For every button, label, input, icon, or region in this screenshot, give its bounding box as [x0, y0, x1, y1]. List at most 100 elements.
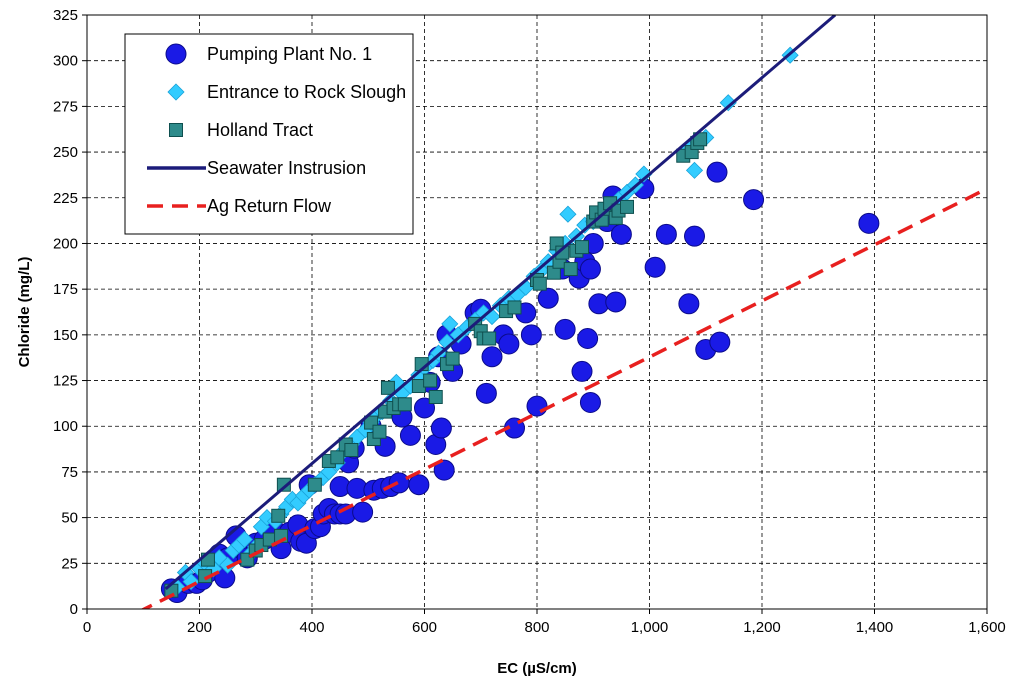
x-tick-label: 1,400 — [856, 619, 894, 636]
data-point-square — [428, 389, 443, 404]
data-point-square — [330, 450, 345, 465]
y-tick-label: 200 — [53, 235, 78, 252]
legend-item: Entrance to Rock Slough — [167, 82, 406, 102]
y-tick-label: 75 — [61, 464, 78, 481]
data-point-square — [344, 442, 359, 457]
trend-line — [164, 15, 837, 591]
y-tick-label: 275 — [53, 98, 78, 115]
data-point-diamond — [685, 161, 704, 179]
legend-item: Pumping Plant No. 1 — [165, 43, 372, 65]
data-point-circle — [498, 333, 520, 355]
x-tick-label: 600 — [412, 619, 437, 636]
legend-label: Holland Tract — [207, 120, 313, 140]
data-point-circle — [571, 360, 593, 382]
data-point-circle — [554, 318, 576, 340]
data-point-diamond — [235, 530, 254, 549]
data-point-circle — [610, 223, 632, 245]
x-tick-label: 400 — [299, 619, 324, 636]
legend-label: Ag Return Flow — [207, 196, 332, 216]
data-point-circle — [709, 331, 731, 353]
y-tick-label: 150 — [53, 327, 78, 344]
data-point-circle — [644, 256, 666, 278]
data-point-circle — [743, 189, 765, 211]
plot-frame — [86, 14, 988, 610]
data-point-square — [372, 424, 387, 439]
legend: Pumping Plant No. 1 Entrance to Rock Slou… — [124, 33, 414, 235]
x-tick-label: 200 — [187, 619, 212, 636]
data-point-circle — [577, 328, 599, 350]
y-tick-label: 175 — [53, 281, 78, 298]
y-tick-label: 300 — [53, 53, 78, 70]
legend-label: Seawater Instrusion — [207, 158, 366, 178]
y-tick-label: 225 — [53, 190, 78, 207]
data-point-circle — [655, 223, 677, 245]
grid-lines — [87, 15, 987, 609]
data-point-circle — [475, 382, 497, 404]
data-point-circle — [481, 346, 503, 368]
data-series — [140, 15, 987, 609]
series-seawater-instrusion — [164, 15, 837, 591]
data-point-diamond — [219, 556, 237, 574]
data-point-diamond — [559, 205, 577, 223]
data-point-circle — [408, 474, 430, 496]
data-point-circle — [537, 287, 559, 309]
y-tick-label: 50 — [61, 510, 78, 527]
x-tick-label: 1,200 — [743, 619, 781, 636]
legend-label: Pumping Plant No. 1 — [207, 44, 372, 64]
legend-item: Ag Return Flow — [147, 196, 332, 216]
y-tick-label: 325 — [53, 7, 78, 24]
data-point-square — [563, 262, 578, 277]
data-point-square — [693, 132, 708, 147]
data-point-square — [380, 380, 395, 395]
y-axis-title: Chloride (mg/L) — [16, 257, 33, 368]
data-point-circle — [579, 258, 601, 280]
data-point-circle — [706, 161, 728, 183]
y-tick-label: 100 — [53, 418, 78, 435]
trend-line — [140, 187, 987, 609]
legend-item: Holland Tract — [169, 120, 313, 140]
y-tick-label: 250 — [53, 144, 78, 161]
data-point-square — [169, 123, 183, 137]
data-point-circle — [388, 472, 410, 494]
data-point-diamond — [167, 83, 185, 101]
data-point-square — [445, 351, 460, 366]
data-point-circle — [579, 391, 601, 413]
x-tick-label: 1,000 — [631, 619, 669, 636]
data-point-square — [397, 397, 412, 412]
data-point-square — [532, 276, 547, 291]
data-point-square — [307, 477, 322, 492]
x-tick-label: 0 — [83, 619, 91, 636]
data-point-circle — [430, 417, 452, 439]
data-point-square — [620, 199, 634, 214]
data-point-circle — [684, 225, 705, 247]
data-point-circle — [605, 291, 627, 313]
data-point-circle — [399, 424, 421, 446]
data-point-circle — [526, 395, 548, 417]
legend-item: Seawater Instrusion — [147, 158, 366, 178]
legend-label: Entrance to Rock Slough — [207, 82, 406, 102]
data-point-circle — [858, 212, 880, 234]
data-point-diamond — [635, 165, 653, 183]
data-point-diamond — [441, 315, 459, 333]
y-tick-label: 0 — [70, 601, 78, 618]
x-axis-title: EC (µS/cm) — [497, 660, 577, 677]
y-tick-label: 25 — [61, 555, 78, 572]
x-tick-label: 1,600 — [968, 619, 1006, 636]
data-point-square — [507, 300, 522, 315]
data-point-square — [271, 508, 286, 523]
data-point-square — [423, 373, 438, 388]
data-point-circle — [352, 501, 374, 523]
y-tick-label: 125 — [53, 373, 78, 390]
tick-labels: 0 200 400 600 800 1,000 1,200 1,400 1,600 0 25 50 75… — [53, 7, 1006, 636]
plot-border — [86, 14, 988, 610]
x-tick-label: 800 — [524, 619, 549, 636]
data-point-circle — [678, 293, 700, 315]
series-ag-return-flow — [140, 187, 987, 609]
data-point-circle — [433, 459, 455, 481]
data-point-square — [575, 240, 589, 255]
data-point-circle — [520, 324, 542, 346]
data-point-diamond — [719, 94, 737, 112]
data-point-square — [276, 477, 291, 492]
